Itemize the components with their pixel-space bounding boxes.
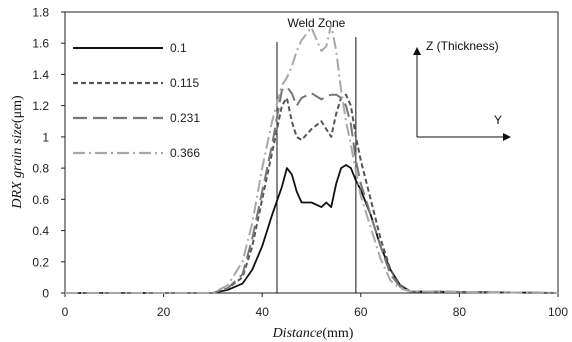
- x-tick-label: 40: [256, 305, 270, 319]
- x-axis-ticks: 0 20 40 60 80 100: [62, 293, 568, 319]
- z-thickness-label: Z (Thickness): [426, 39, 499, 53]
- y-tick-label: 0: [42, 287, 49, 301]
- y-axis-label-name: DRX grain size: [10, 123, 25, 210]
- x-axis-label-name: Distance: [272, 326, 323, 341]
- x-tick-label: 60: [354, 305, 368, 319]
- axes-indicator: Z (Thickness) Y: [413, 39, 511, 141]
- legend-label: 0.366: [170, 146, 200, 160]
- legend-label: 0.1: [170, 41, 187, 55]
- legend: 0.1 0.115 0.231 0.366: [73, 41, 200, 160]
- x-tick-label: 0: [62, 305, 69, 319]
- y-tick-label: 0.2: [32, 255, 49, 269]
- y-tick-label: 1.8: [32, 6, 49, 20]
- y-tick-label: 0.4: [32, 224, 49, 238]
- z-axis-arrow-head: [413, 47, 421, 55]
- plot-area-frame: [64, 11, 559, 294]
- y-axis-label: DRX grain size(μm): [10, 95, 25, 210]
- y-direction-label: Y: [494, 113, 502, 127]
- series-line-0-231: [65, 85, 559, 294]
- x-axis-label-unit: (mm): [322, 326, 353, 341]
- y-tick-label: 1.6: [32, 37, 49, 51]
- y-tick-label: 1: [42, 130, 49, 144]
- series-lines: [65, 23, 559, 294]
- legend-label: 0.231: [170, 111, 200, 125]
- series-line-0-1: [65, 164, 559, 294]
- x-tick-label: 80: [453, 305, 467, 319]
- y-tick-label: 1.4: [32, 68, 49, 82]
- series-line-0-366: [65, 23, 559, 294]
- y-tick-label: 0.8: [32, 162, 49, 176]
- y-tick-label: 1.2: [32, 99, 49, 113]
- series-line-0-115: [65, 93, 559, 294]
- x-axis-label: Distance(mm): [272, 326, 354, 341]
- weld-zone-label: Weld Zone: [288, 16, 346, 30]
- x-tick-label: 100: [548, 305, 568, 319]
- y-axis-ticks: 0 0.2 0.4 0.6 0.8 1 1.2 1.4 1.6 1.8: [32, 6, 65, 301]
- y-axis-label-unit: (μm): [10, 95, 25, 123]
- y-tick-label: 0.6: [32, 193, 49, 207]
- x-tick-label: 20: [157, 305, 171, 319]
- y-axis-arrow-head: [503, 133, 511, 141]
- legend-label: 0.115: [170, 76, 199, 90]
